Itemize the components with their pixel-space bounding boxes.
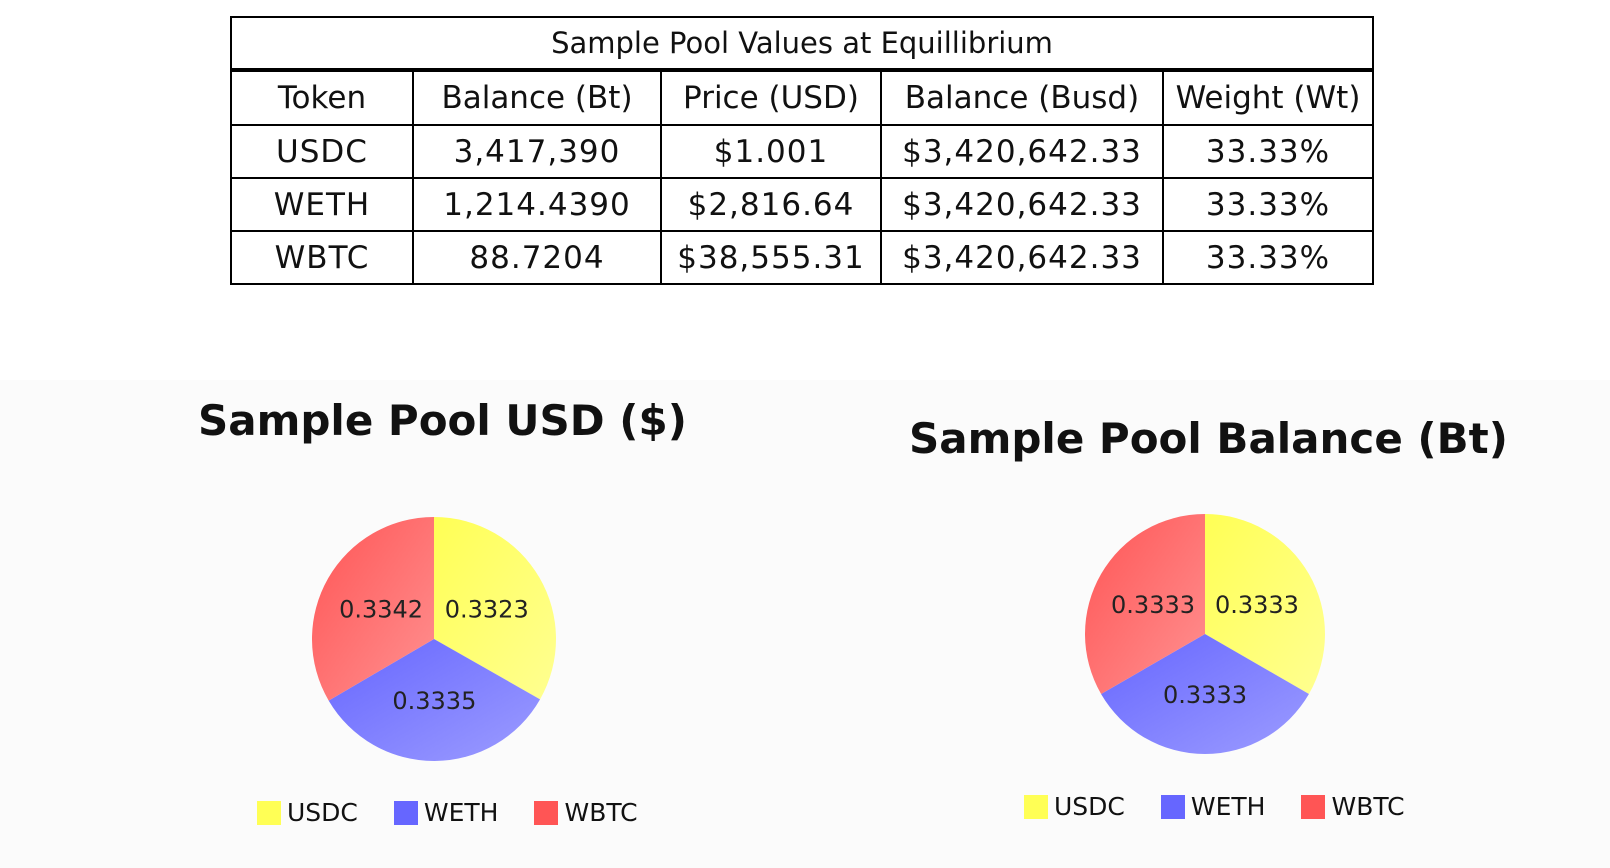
pie-slice-usdc [1205, 514, 1325, 694]
pie-slice-weth [1101, 634, 1309, 754]
table-row: WBTC 88.7204 $38,555.31 $3,420,642.33 33… [230, 230, 1375, 285]
table-header-row: Token Balance (Bt) Price (USD) Balance (… [230, 69, 1375, 126]
legend-item: USDC [1024, 792, 1125, 821]
legend-label: USDC [1054, 792, 1125, 821]
pie-chart-usd: Sample Pool USD ($) 0.3323 0.3335 0.3342 U… [0, 380, 805, 868]
pie-slice-wbtc [312, 517, 434, 701]
legend-label: WBTC [564, 798, 638, 827]
cell-weight-wt: 33.33% [1161, 124, 1375, 179]
table-row: USDC 3,417,390 $1.001 $3,420,642.33 33.3… [230, 124, 1375, 179]
header-token: Token [230, 69, 414, 126]
chart-legend: USDC WETH WBTC [257, 798, 638, 827]
legend-item: WBTC [534, 798, 638, 827]
legend-item: WETH [1160, 792, 1266, 821]
pie-data-label: 0.3333 [1163, 681, 1247, 709]
table-row: WETH 1,214.4390 $2,816.64 $3,420,642.33 … [230, 177, 1375, 232]
header-balance-bt: Balance (Bt) [412, 69, 662, 126]
header-balance-busd: Balance (Busd) [880, 69, 1164, 126]
pie-data-label: 0.3323 [445, 595, 529, 623]
pie-plot-area: 0.3323 0.3335 0.3342 [312, 517, 557, 761]
cell-price-usd: $2,816.64 [660, 177, 882, 232]
pie-data-label: 0.3333 [1111, 591, 1195, 619]
legend-label: WBTC [1331, 792, 1405, 821]
table-title: Sample Pool Values at Equillibrium [229, 16, 1375, 72]
chart-title: Sample Pool Balance (Bt) [909, 414, 1508, 463]
cell-token: USDC [230, 124, 414, 179]
cell-weight-wt: 33.33% [1161, 177, 1375, 232]
cell-balance-busd: $3,420,642.33 [880, 124, 1164, 179]
pie-slice-usdc [434, 517, 557, 700]
legend-item: USDC [257, 798, 358, 827]
legend-swatch [1160, 794, 1185, 819]
cell-balance-bt: 88.7204 [412, 230, 662, 285]
cell-balance-busd: $3,420,642.33 [880, 230, 1164, 285]
cell-balance-bt: 3,417,390 [412, 124, 662, 179]
header-price-usd: Price (USD) [660, 69, 882, 126]
pie-data-label: 0.3333 [1215, 591, 1299, 619]
legend-swatch [1301, 794, 1326, 819]
pie-data-label: 0.3335 [392, 687, 476, 715]
table-title-row: Sample Pool Values at Equillibrium [229, 16, 1375, 72]
pie-plot-area: 0.3333 0.3333 0.3333 [1085, 514, 1325, 754]
legend-swatch [534, 800, 559, 825]
legend-swatch [393, 800, 418, 825]
legend-label: WETH [1190, 792, 1266, 821]
legend-label: USDC [287, 798, 358, 827]
cell-weight-wt: 33.33% [1161, 230, 1375, 285]
cell-balance-bt: 1,214.4390 [412, 177, 662, 232]
pie-chart-balance: Sample Pool Balance (Bt) 0.3333 0.3333 0.3… [805, 380, 1610, 868]
legend-swatch [257, 800, 281, 825]
cell-price-usd: $1.001 [660, 124, 882, 179]
pie-slice-wbtc [1085, 514, 1205, 694]
chart-legend: USDC WETH WBTC [1024, 792, 1405, 821]
pie-data-label: 0.3342 [339, 596, 423, 624]
legend-item: WBTC [1301, 792, 1405, 821]
legend-item: WETH [393, 798, 499, 827]
cell-balance-busd: $3,420,642.33 [880, 177, 1164, 232]
chart-title: Sample Pool USD ($) [198, 396, 687, 445]
legend-swatch [1024, 794, 1048, 819]
pie-slice-weth [328, 639, 541, 761]
cell-token: WETH [230, 177, 414, 232]
legend-label: WETH [423, 798, 499, 827]
cell-token: WBTC [230, 230, 414, 285]
cell-price-usd: $38,555.31 [660, 230, 882, 285]
pool-values-table: Sample Pool Values at Equillibrium Token… [229, 16, 1375, 285]
header-weight-wt: Weight (Wt) [1161, 69, 1375, 126]
